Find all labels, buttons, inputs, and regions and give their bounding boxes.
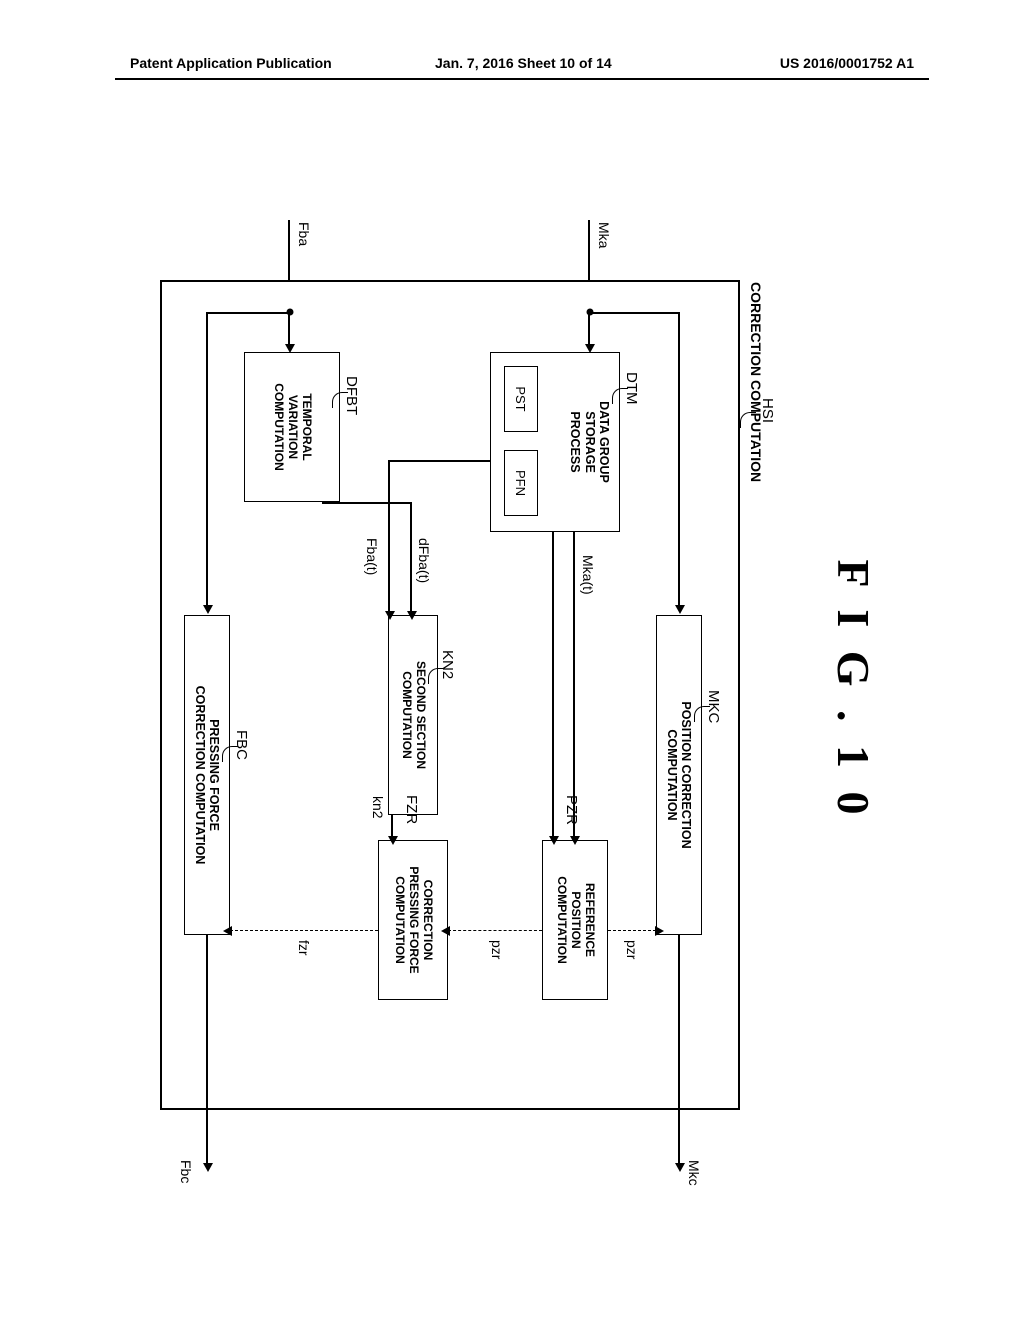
hdr-publication: Patent Application Publication [130, 55, 332, 71]
sig-fba: Fba [296, 222, 312, 246]
figure-title: F I G . 1 0 [827, 160, 880, 1220]
blk-fzr-label: CORRECTION PRESSING FORCE COMPUTATION [392, 866, 433, 973]
ah-pzr-fzr [441, 926, 450, 936]
arrow-fbat-kn2 [389, 550, 391, 613]
blk-fbc: PRESSING FORCE CORRECTION COMPUTATION [184, 615, 230, 935]
blk-pzr-label: REFERENCE POSITION COMPUTATION [554, 876, 595, 964]
arrow-pzr-mkc [608, 930, 656, 931]
leader-fbc [222, 746, 238, 762]
ah-mkc-out [675, 1163, 685, 1172]
blk-fzr: CORRECTION PRESSING FORCE COMPUTATION [378, 840, 448, 1000]
ah-dtm-pzr2 [549, 836, 559, 845]
ah-fba-fbc [203, 605, 213, 614]
arrow-fbc-out [207, 935, 209, 1165]
block-diagram: CORRECTION COMPUTATION HSI Mka Fba [140, 160, 780, 1220]
blk-fbc-label: PRESSING FORCE CORRECTION COMPUTATION [193, 686, 222, 865]
arrow-mkc-out [679, 935, 681, 1165]
sig-pzr2: pzr [489, 940, 505, 959]
arrow-fba-to-dfbt [289, 312, 291, 346]
ah-dtm-pzr [570, 836, 580, 845]
blk-kn2-label: SECOND SECTION COMPUTATION [399, 661, 427, 769]
arrow-dtm-pzr2 [553, 532, 555, 838]
sig-fzr: fzr [296, 940, 312, 956]
sig-mka: Mka [596, 222, 612, 248]
arrow-dtm-down [390, 460, 490, 462]
ah-fzr-fbc [223, 926, 232, 936]
tag-fzr: FZR [403, 795, 420, 824]
ah-kn2-fzr [388, 836, 398, 845]
hdr-sheet: Jan. 7, 2016 Sheet 10 of 14 [435, 55, 612, 71]
blk-dfbt-label: TEMPORAL VARIATION COMPUTATION [271, 383, 312, 471]
blk-dtm-label: DATA GROUP STORAGE PROCESS [568, 401, 611, 483]
arrow-dfbt-up [322, 502, 412, 504]
sig-pzr1: pzr [624, 940, 640, 959]
arrow-kn2-fzr [392, 815, 394, 838]
leader-curve-hsi [740, 412, 756, 428]
leader-dtm [612, 388, 628, 404]
arrow-pzr-fzr [448, 930, 542, 931]
arrow-fba-down [208, 312, 290, 314]
arrow-mka-to-dtm [589, 312, 591, 346]
hdr-docnum: US 2016/0001752 A1 [780, 55, 914, 71]
arrow-dtm-pzr [574, 532, 576, 838]
ah-fbat-kn2 [385, 611, 395, 620]
ah-fbc-out [203, 1163, 213, 1172]
sig-fbat: Fba(t) [364, 538, 380, 575]
ah-pzr-mkc [655, 926, 664, 936]
header-rule [115, 78, 929, 80]
sig-mkat: Mka(t) [580, 555, 596, 595]
blk-mkc-label: POSITION CORRECTION COMPUTATION [665, 701, 694, 848]
sig-mkc: Mkc [686, 1160, 702, 1186]
outer-tag: HSI [759, 398, 776, 423]
ah-mka-mkc [675, 605, 685, 614]
arrow-fbat-h1 [389, 460, 391, 550]
blk-pzr: REFERENCE POSITION COMPUTATION [542, 840, 608, 1000]
arrow-dfbt-kn2 [411, 502, 413, 613]
leader-kn2 [428, 668, 444, 684]
blk-dfbt: TEMPORAL VARIATION COMPUTATION [244, 352, 340, 502]
sig-kn2: kn2 [370, 796, 386, 819]
sig-dfbat: dFba(t) [416, 538, 432, 583]
leader-mkc [694, 706, 710, 722]
blk-dtm-pfn: PFN [504, 450, 538, 516]
leader-dfbt [332, 392, 348, 408]
ah-dfbt-kn2 [407, 611, 417, 620]
sig-fbc: Fbc [178, 1160, 194, 1183]
blk-kn2: SECOND SECTION COMPUTATION [388, 615, 438, 815]
arrow-fba-to-fbc [207, 312, 209, 607]
arrow-mka-to-mkc [679, 312, 681, 607]
outer-title: CORRECTION COMPUTATION [748, 282, 764, 482]
arrow-fba-in-outer [289, 220, 291, 280]
tag-pzr: PZR [563, 795, 580, 825]
arrow-mka-in-outer [589, 220, 591, 280]
figure-stage: F I G . 1 0 CORRECTION COMPUTATION HSI M… [120, 160, 880, 1220]
arrow-mka-up [590, 312, 680, 314]
arrow-fzr-fbc [230, 930, 378, 931]
blk-dtm-pst: PST [504, 366, 538, 432]
blk-mkc: POSITION CORRECTION COMPUTATION [656, 615, 702, 935]
